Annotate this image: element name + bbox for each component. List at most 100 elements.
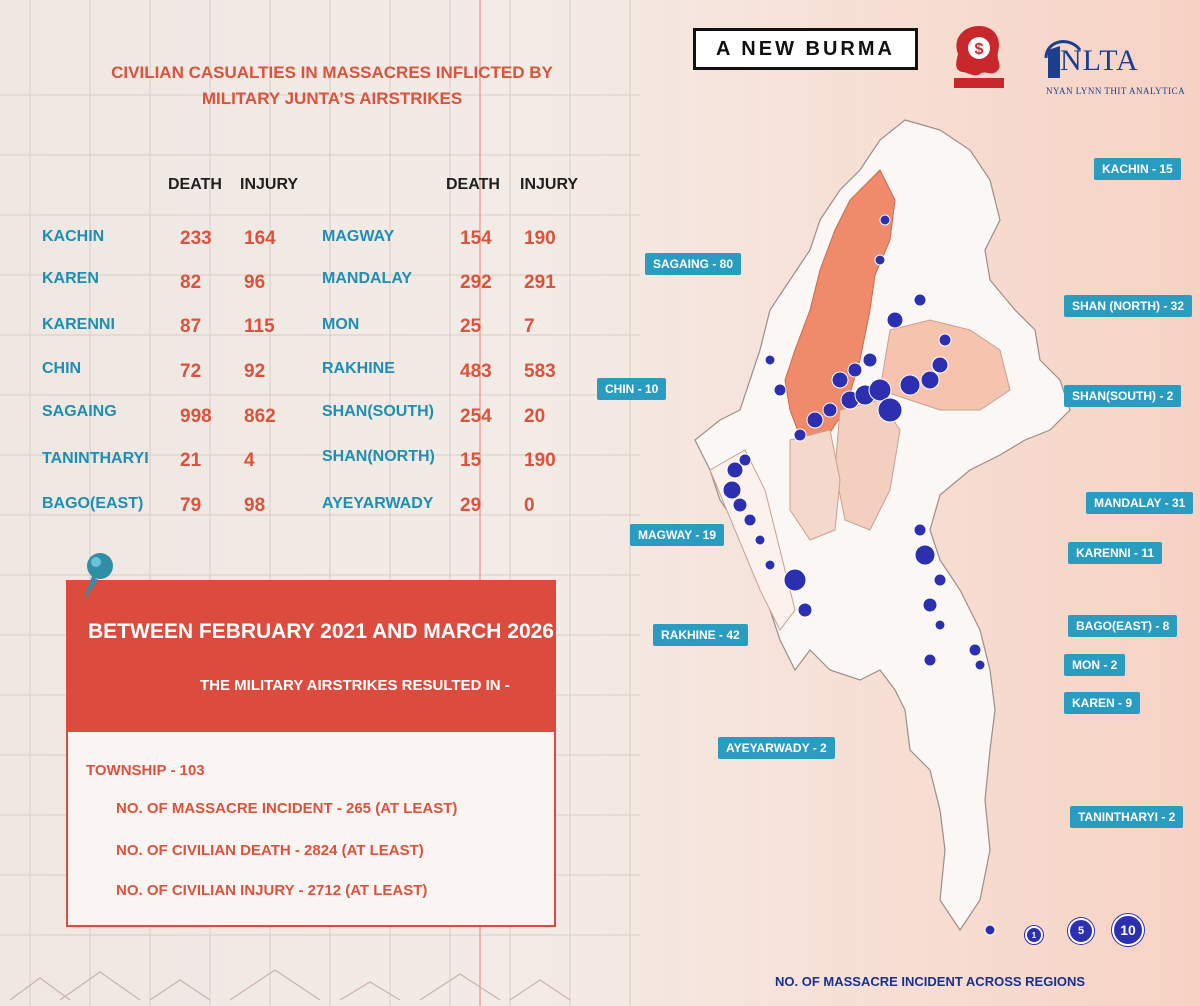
incident-dot bbox=[968, 643, 982, 657]
incident-dot bbox=[923, 653, 937, 667]
svg-text:$: $ bbox=[975, 41, 984, 58]
injury-value: 583 bbox=[524, 361, 556, 382]
region-name: MAGWAY bbox=[322, 228, 395, 245]
death-value: 79 bbox=[180, 495, 202, 516]
nlta-emblem-icon bbox=[1044, 40, 1082, 78]
incident-dot bbox=[783, 568, 807, 592]
region-name: RAKHINE bbox=[322, 360, 395, 377]
incident-dot bbox=[913, 293, 927, 307]
incident-dot bbox=[933, 573, 947, 587]
map-label-shan-north: SHAN (NORTH) - 32 bbox=[1064, 295, 1193, 317]
region-name: SAGAING bbox=[42, 403, 117, 420]
injury-value: 4 bbox=[244, 450, 255, 471]
summary-lead: THE MILITARY AIRSTRIKES RESULTED IN - bbox=[200, 677, 510, 694]
incident-stat: NO. OF MASSACRE INCIDENT - 265 (AT LEAST… bbox=[116, 800, 458, 817]
injury-value: 291 bbox=[524, 272, 556, 293]
death-stat: NO. OF CIVILIAN DEATH - 2824 (AT LEAST) bbox=[116, 842, 424, 859]
death-value: 29 bbox=[460, 495, 482, 516]
region-name: BAGO(EAST) bbox=[42, 495, 144, 512]
push-pin-icon bbox=[84, 553, 113, 600]
death-value: 21 bbox=[180, 450, 202, 471]
injury-value: 98 bbox=[244, 495, 266, 516]
legend-title: NO. OF MASSACRE INCIDENT ACROSS REGIONS bbox=[775, 974, 1086, 989]
incident-dot bbox=[754, 534, 766, 546]
injury-value: 190 bbox=[524, 450, 556, 471]
map-label-ayeyarwady: AYEYARWADY - 2 bbox=[718, 737, 835, 759]
injury-header-right: INJURY bbox=[520, 176, 579, 193]
nlta-logo-text: NLTA bbox=[1060, 44, 1139, 77]
death-value: 254 bbox=[460, 406, 492, 427]
map-label-kachin: KACHIN - 15 bbox=[1094, 158, 1181, 180]
map-label-mandalay: MANDALAY - 31 bbox=[1086, 492, 1194, 514]
incident-dot bbox=[793, 428, 807, 442]
incident-dot bbox=[920, 370, 940, 390]
region-name: KARENNI bbox=[42, 316, 115, 333]
incident-dot bbox=[797, 602, 813, 618]
death-value: 15 bbox=[460, 450, 482, 471]
incident-dot bbox=[726, 461, 744, 479]
incident-dot bbox=[879, 214, 891, 226]
death-value: 292 bbox=[460, 272, 492, 293]
death-value: 87 bbox=[180, 316, 202, 337]
map-label-shan-south: SHAN(SOUTH) - 2 bbox=[1064, 385, 1182, 407]
incident-dot bbox=[877, 397, 903, 423]
injury-stat: NO. OF CIVILIAN INJURY - 2712 (AT LEAST) bbox=[116, 882, 428, 899]
region-name: TANINTHARYI bbox=[42, 450, 149, 467]
death-value: 483 bbox=[460, 361, 492, 382]
map-label-karenni: KARENNI - 11 bbox=[1068, 542, 1163, 564]
region-name: SHAN(SOUTH) bbox=[322, 403, 434, 420]
death-value: 998 bbox=[180, 406, 212, 427]
death-value: 82 bbox=[180, 272, 202, 293]
death-value: 233 bbox=[180, 228, 212, 249]
incident-dot bbox=[922, 597, 938, 613]
map-label-sagaing: SAGAING - 80 bbox=[645, 253, 742, 275]
injury-value: 92 bbox=[244, 361, 266, 382]
incident-dot bbox=[722, 480, 742, 500]
country-outline bbox=[694, 119, 1071, 932]
summary-stats-box bbox=[66, 732, 556, 927]
incident-dot bbox=[743, 513, 757, 527]
map-label-mon: MON - 2 bbox=[1064, 654, 1126, 676]
incident-dot bbox=[831, 371, 849, 389]
nlta-logo-subtitle: NYAN LYNN THIT ANALYTICA bbox=[1046, 86, 1186, 96]
injury-value: 7 bbox=[524, 316, 535, 337]
incident-dot bbox=[764, 354, 776, 366]
injury-value: 164 bbox=[244, 228, 276, 249]
region-name: MANDALAY bbox=[322, 270, 413, 287]
injury-value: 862 bbox=[244, 406, 276, 427]
death-header-right: DEATH bbox=[446, 176, 500, 193]
region-name: AYEYARWADY bbox=[322, 495, 434, 512]
map-label-karen: KAREN - 9 bbox=[1064, 692, 1141, 714]
summary-header-box bbox=[66, 580, 556, 732]
incident-dot bbox=[764, 559, 776, 571]
region-name: SHAN(NORTH) bbox=[322, 448, 435, 465]
myanmar-map bbox=[694, 119, 1071, 936]
death-value: 72 bbox=[180, 361, 202, 382]
region-name: KAREN bbox=[42, 270, 99, 287]
incident-dot bbox=[738, 453, 752, 467]
map-label-bago-east: BAGO(EAST) - 8 bbox=[1068, 615, 1178, 637]
incident-dot bbox=[931, 356, 949, 374]
incident-dot bbox=[899, 374, 921, 396]
blood-dollar-logo: $ bbox=[954, 26, 1004, 88]
incident-dot bbox=[938, 333, 952, 347]
injury-value: 0 bbox=[524, 495, 535, 516]
map-label-tanintharyi: TANINTHARYI - 2 bbox=[1070, 806, 1184, 828]
title-line-2: MILITARY JUNTA’S AIRSTRIKES bbox=[201, 89, 463, 108]
incident-dot bbox=[913, 523, 927, 537]
death-value: 25 bbox=[460, 316, 482, 337]
township-stat: TOWNSHIP - 103 bbox=[86, 762, 205, 779]
legend-bubble-small: 1 bbox=[1025, 926, 1043, 944]
incident-dot bbox=[874, 254, 886, 266]
title-line-1: CIVILIAN CASUALTIES IN MASSACRES INFLICT… bbox=[111, 63, 553, 82]
injury-value: 190 bbox=[524, 228, 556, 249]
incident-dot bbox=[974, 659, 986, 671]
region-name: MON bbox=[322, 316, 360, 333]
legend-bubble-medium: 5 bbox=[1068, 918, 1094, 944]
incident-dot bbox=[822, 402, 838, 418]
injury-header-left: INJURY bbox=[240, 176, 299, 193]
map-label-rakhine: RAKHINE - 42 bbox=[653, 624, 748, 646]
incident-dot bbox=[914, 544, 936, 566]
infographic-title: CIVILIAN CASUALTIES IN MASSACRES INFLICT… bbox=[72, 60, 592, 112]
injury-value: 96 bbox=[244, 272, 266, 293]
